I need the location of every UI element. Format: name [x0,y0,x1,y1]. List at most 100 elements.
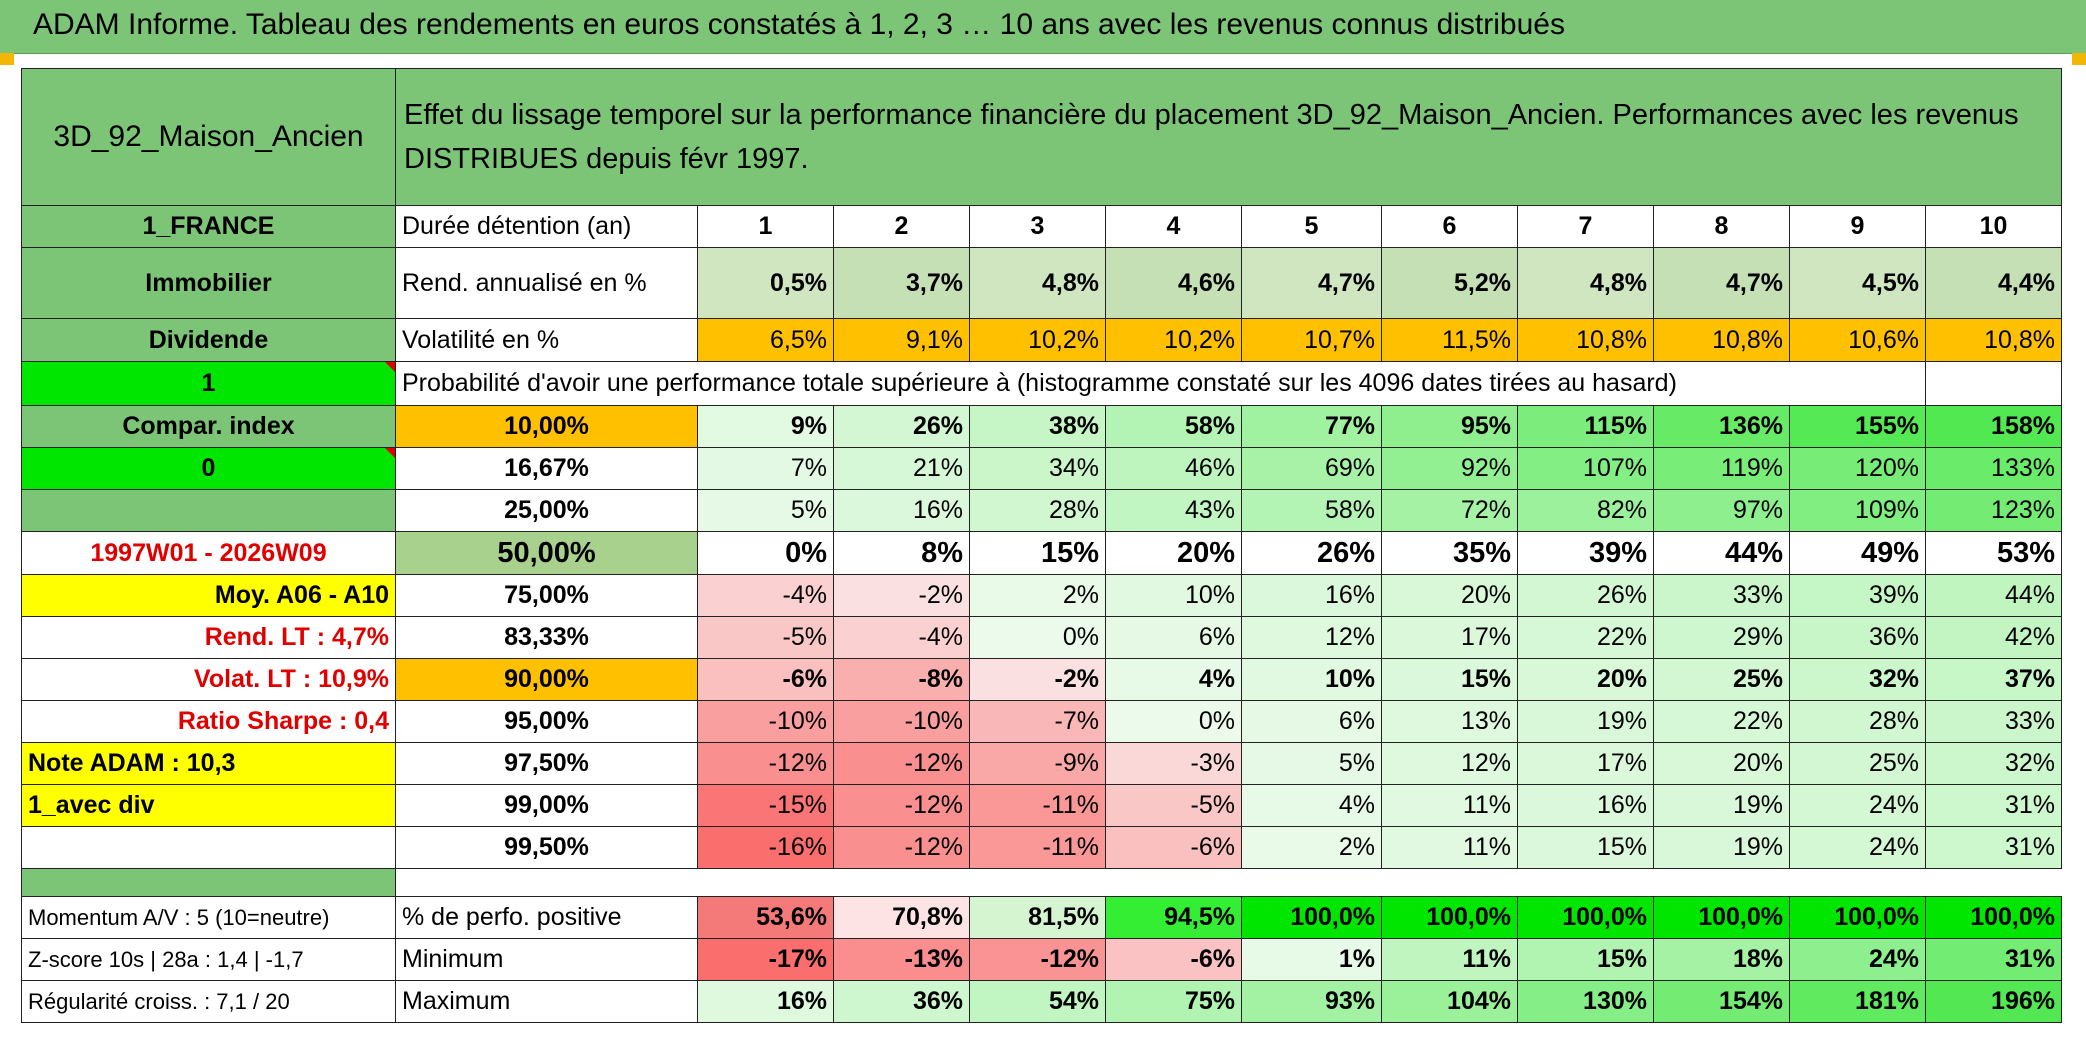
quantile-value: -3% [1105,742,1242,785]
quantile-value: 16% [1517,784,1654,827]
quantile-level: 16,67% [395,447,698,490]
quantile-value: -16% [697,826,834,869]
quantile-value: 7% [697,447,834,490]
volatility-value: 10,8% [1653,318,1790,362]
flag-cell-1[interactable]: 1 [21,361,396,406]
quantile-value: 0% [697,531,834,575]
quantile-value: 5% [1241,742,1382,785]
positive-perf-value: 100,0% [1789,896,1926,939]
quantile-value: 24% [1789,784,1926,827]
positive-perf-value: 81,5% [969,896,1106,939]
quantile-value: 17% [1517,742,1654,785]
quantile-value: 34% [969,447,1106,490]
quantile-value: 136% [1653,405,1790,448]
minimum-value: -6% [1105,938,1242,981]
maximum-value: 130% [1517,980,1654,1023]
quantile-value: 29% [1653,616,1790,659]
year-header: 4 [1105,205,1242,248]
year-header: 5 [1241,205,1382,248]
quantile-level: 25,00% [395,489,698,532]
quantile-value: -11% [969,784,1106,827]
regularite-label: Régularité croiss. : 7,1 / 20 [21,980,396,1023]
quantile-value: 8% [833,531,970,575]
quantile-value: 36% [1789,616,1926,659]
quantile-value: 33% [1925,700,2062,743]
quantile-value: 26% [1517,574,1654,617]
quantile-value: 97% [1653,489,1790,532]
quantile-value: -2% [969,658,1106,701]
quantile-value: -10% [833,700,970,743]
selection-handle-icon[interactable] [0,53,14,65]
quantile-value: 39% [1517,531,1654,575]
sharpe-label: Ratio Sharpe : 0,4 [21,700,396,743]
quantile-value: -6% [697,658,834,701]
rend-value: 4,6% [1105,247,1242,319]
quantile-value: 28% [1789,700,1926,743]
quantile-level: 95,00% [395,700,698,743]
quantile-value: 31% [1925,784,2062,827]
flag-cell-0[interactable]: 0 [21,447,396,490]
quantile-value: 0% [969,616,1106,659]
quantile-value: 43% [1105,489,1242,532]
quantile-level: 75,00% [395,574,698,617]
year-header: 8 [1653,205,1790,248]
quantile-value: 32% [1925,742,2062,785]
quantile-value: 4% [1105,658,1242,701]
quantile-value: 13% [1381,700,1518,743]
report-title-bar: ADAM Informe. Tableau des rendements en … [0,0,2086,54]
quantile-value: 32% [1789,658,1926,701]
quantile-value: 115% [1517,405,1654,448]
quantile-value: 11% [1381,784,1518,827]
quantile-value: 77% [1241,405,1382,448]
quantile-value: -5% [697,616,834,659]
quantile-value: 123% [1925,489,2062,532]
quantile-value: 25% [1789,742,1926,785]
asset-name: 3D_92_Maison_Ancien [21,68,396,206]
minimum-value: -17% [697,938,834,981]
quantile-value: 16% [1241,574,1382,617]
quantile-value: 16% [833,489,970,532]
quantile-value: 2% [969,574,1106,617]
rend-value: 0,5% [697,247,834,319]
quantile-value: 44% [1925,574,2062,617]
rend-value: 4,7% [1653,247,1790,319]
maximum-value: 75% [1105,980,1242,1023]
quantile-value: -8% [833,658,970,701]
quantile-value: 42% [1925,616,2062,659]
quantile-value: 21% [833,447,970,490]
blank-cell [21,826,396,869]
duration-label: Durée détention (an) [395,205,698,248]
quantile-value: -6% [1105,826,1242,869]
quantile-level: 90,00% [395,658,698,701]
minimum-value: 18% [1653,938,1790,981]
quantile-value: -12% [833,826,970,869]
empty-cell [1925,361,2062,406]
quantile-value: -10% [697,700,834,743]
quantile-value: 37% [1925,658,2062,701]
selection-handle-icon[interactable] [2072,53,2086,65]
quantile-value: 10% [1241,658,1382,701]
quantile-value: -15% [697,784,834,827]
quantile-value: 72% [1381,489,1518,532]
quantile-value: -9% [969,742,1106,785]
quantile-value: 44% [1653,531,1790,575]
zscore-label: Z-score 10s | 28a : 1,4 | -1,7 [21,938,396,981]
spacer [396,869,2062,897]
positive-perf-value: 70,8% [833,896,970,939]
quantile-value: 4% [1241,784,1382,827]
quantile-value: 20% [1653,742,1790,785]
country-label: 1_FRANCE [21,205,396,248]
quantile-value: 20% [1105,531,1242,575]
rend-value: 5,2% [1381,247,1518,319]
quantile-value: 12% [1241,616,1382,659]
quantile-value: 82% [1517,489,1654,532]
quantile-value: 19% [1517,700,1654,743]
blank-green-cell [21,489,396,532]
quantile-value: 38% [969,405,1106,448]
volatility-value: 10,2% [1105,318,1242,362]
quantile-value: 11% [1381,826,1518,869]
income-type-label: Dividende [21,318,396,362]
quantile-value: 69% [1241,447,1382,490]
volatility-value: 11,5% [1381,318,1518,362]
avec-div-label: 1_avec div [21,784,396,827]
